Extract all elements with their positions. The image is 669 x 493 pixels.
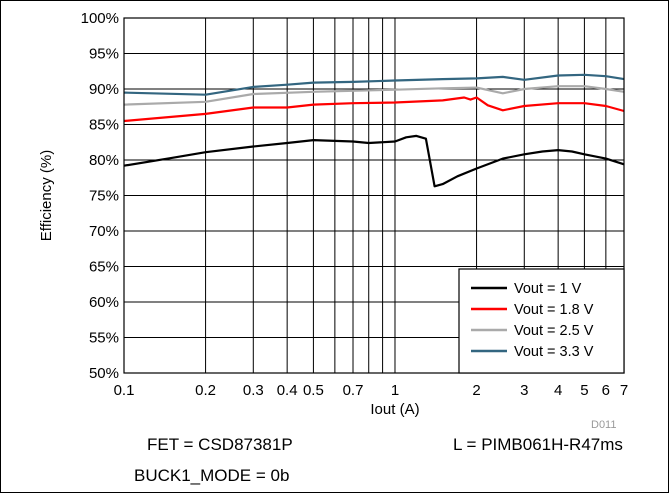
series-line-4 [123, 73, 625, 96]
x-tick-label: 4 [554, 382, 562, 399]
y-tick-labels: 50% 55% 60% 65% 70% 75% 80% 85% 90% 95% 100% [81, 10, 119, 382]
y-tick-label: 50% [89, 365, 119, 382]
y-tick-label: 80% [89, 152, 119, 169]
y-tick-label: 85% [89, 117, 119, 134]
x-tick-label: 3 [520, 382, 528, 399]
x-tick-label: 7 [620, 382, 628, 399]
y-tick-label: 95% [89, 46, 119, 63]
y-tick-label: 55% [89, 330, 119, 347]
y-tick-label: 70% [89, 223, 119, 240]
legend-entry-2: Vout = 1.8 V [514, 302, 594, 318]
x-tick-label: 0.2 [195, 382, 216, 399]
mode-note: BUCK1_MODE = 0b [134, 466, 290, 485]
y-tick-label: 75% [89, 188, 119, 205]
figure-id: D011 [591, 419, 617, 431]
plot-area-border [123, 17, 625, 374]
series-line-1 [123, 134, 625, 188]
fet-note: FET = CSD87381P [147, 435, 293, 454]
legend-entry-4: Vout = 3.3 V [514, 344, 594, 360]
x-tick-label: 6 [602, 382, 610, 399]
series-line-2 [123, 96, 625, 123]
y-tick-label: 90% [89, 81, 119, 98]
legend-box [458, 268, 625, 374]
x-tick-label: 1 [391, 382, 399, 399]
x-tick-labels: 0.1 0.2 0.3 0.4 0.5 0.7 1 2 3 4 5 6 7 [114, 382, 629, 399]
x-tick-label: 5 [580, 382, 588, 399]
x-tick-label: 0.5 [303, 382, 324, 399]
y-axis-label: Efficiency (%) [38, 150, 55, 241]
legend: Vout = 1 V Vout = 1.8 V Vout = 2.5 V Vout =… [458, 268, 625, 374]
x-axis-label: Iout (A) [370, 401, 419, 418]
series-lines [123, 73, 625, 188]
series-line-3 [123, 85, 625, 106]
y-tick-label: 100% [81, 10, 119, 27]
y-tick-label: 60% [89, 294, 119, 311]
x-tick-label: 2 [472, 382, 480, 399]
legend-entry-1: Vout = 1 V [514, 281, 582, 297]
x-tick-label: 0.3 [243, 382, 264, 399]
x-tick-label: 0.7 [343, 382, 364, 399]
x-tick-label: 0.1 [114, 382, 135, 399]
x-tick-label: 0.4 [277, 382, 298, 399]
inductor-note: L = PIMB061H-R47ms [453, 435, 623, 454]
y-tick-label: 65% [89, 259, 119, 276]
legend-entry-3: Vout = 2.5 V [514, 323, 594, 339]
